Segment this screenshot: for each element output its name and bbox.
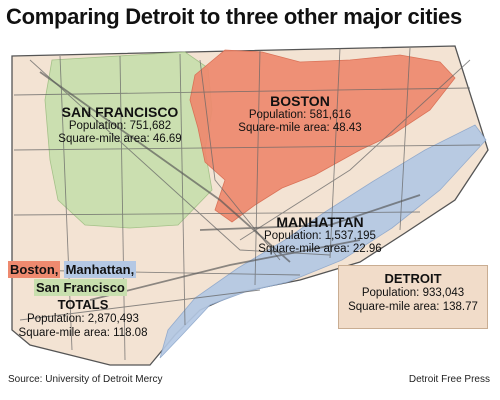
totals-block: TOTALS Population: 2,870,493 Square-mile…: [8, 298, 158, 340]
totals-population: Population: 2,870,493: [27, 313, 139, 325]
source-credit: Source: University of Detroit Mercy: [8, 374, 163, 385]
legend-manhattan: Manhattan,: [63, 261, 137, 278]
boston-area: [189, 49, 456, 223]
detroit-info-box: DETROIT Population: 933,043 Square-mile …: [338, 265, 488, 329]
legend-city-chips: Boston, Manhattan,: [8, 261, 158, 278]
road-lines: [13, 47, 481, 361]
totals-legend: Boston, Manhattan, San Francisco TOTALS …: [8, 261, 158, 340]
legend-san-francisco: San Francisco: [34, 279, 127, 296]
totals-area: Square-mile area: 118.08: [18, 327, 148, 339]
detroit-area: Square-mile area: 138.77: [348, 301, 478, 313]
manhattan-area: Square-mile area: 22.96: [258, 243, 382, 255]
detroit-name: DETROIT: [384, 271, 442, 286]
publisher-credit: Detroit Free Press: [408, 374, 490, 385]
san-francisco-area: Square-mile area: 46.69: [58, 133, 182, 145]
boston-area: Square-mile area: 48.43: [238, 122, 362, 134]
major-roads: [39, 71, 421, 301]
san-francisco-name: SAN FRANCISCO: [61, 104, 179, 120]
boston-label: BOSTON Population: 581,616 Square-mile a…: [225, 93, 375, 135]
boston-population: Population: 581,616: [248, 109, 352, 121]
legend-row-2: San Francisco: [8, 279, 158, 296]
totals-heading: TOTALS: [57, 297, 109, 312]
legend-boston: Boston,: [8, 261, 61, 278]
detroit-population: Population: 933,043: [361, 287, 465, 299]
manhattan-name: MANHATTAN: [276, 214, 364, 230]
manhattan-label: MANHATTAN Population: 1,537,195 Square-m…: [245, 214, 395, 256]
san-francisco-label: SAN FRANCISCO Population: 751,682 Square…: [40, 104, 200, 146]
boston-name: BOSTON: [270, 93, 330, 109]
manhattan-population: Population: 1,537,195: [264, 230, 376, 242]
san-francisco-population: Population: 751,682: [68, 120, 172, 132]
map-title: Comparing Detroit to three other major c…: [6, 4, 462, 29]
